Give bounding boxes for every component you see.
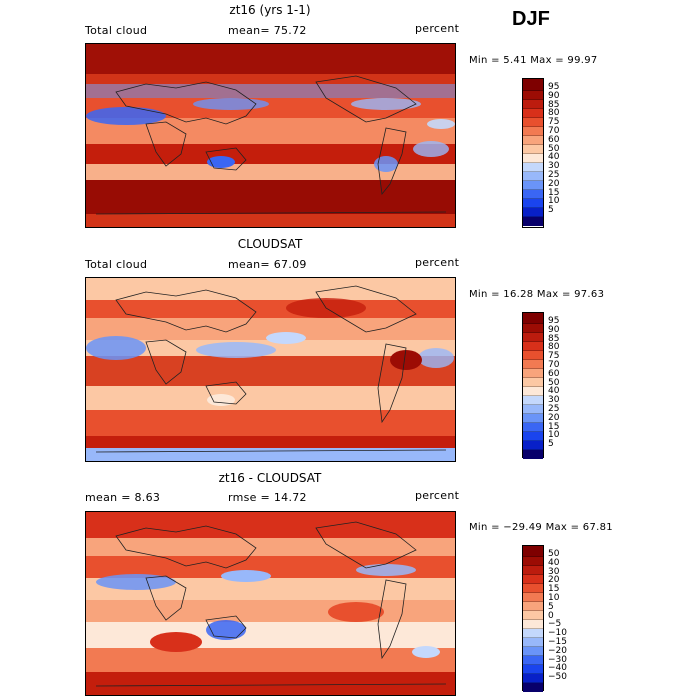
colorbar-tick: 30 [548, 395, 560, 406]
colorbar-tick: 40 [548, 386, 560, 397]
colorbar-tick: −40 [548, 663, 567, 674]
colorbar-tick: 15 [548, 421, 560, 432]
colorbar-tick: −5 [548, 619, 562, 630]
colorbar-tick: 25 [548, 403, 560, 414]
panel2-colorbar-ticks: 95 90 85 80 75 70 60 50 40 30 25 20 15 1… [548, 317, 559, 449]
colorbar-tick: 20 [548, 412, 560, 423]
season-label: DJF [512, 8, 550, 30]
colorbar-tick: −20 [548, 645, 567, 656]
colorbar-tick: 10 [548, 592, 560, 603]
panel1-mean-label: mean= 75.72 [228, 24, 307, 37]
panel1-colorbar-ticks: 95 90 85 80 75 70 60 50 40 30 25 20 15 1… [548, 83, 559, 215]
panel1-variable-label: Total cloud [85, 24, 148, 37]
colorbar-tick: 5 [548, 205, 554, 216]
colorbar-tick: 75 [548, 117, 560, 128]
colorbar-tick: −50 [548, 672, 567, 683]
panel2-colorbar [522, 312, 544, 459]
colorbar-tick: −30 [548, 654, 567, 665]
colorbar-tick: 50 [548, 143, 560, 154]
colorbar-tick: 10 [548, 430, 560, 441]
panel2-map [85, 277, 456, 462]
colorbar-tick: 70 [548, 359, 560, 370]
panel2-title: CLOUDSAT [237, 237, 303, 251]
colorbar-tick: 5 [548, 439, 554, 450]
panel3-minmax: Min = −29.49 Max = 67.81 [469, 522, 613, 533]
colorbar-tick: 75 [548, 351, 560, 362]
panel1-units-label: percent [415, 22, 460, 35]
panel2-minmax: Min = 16.28 Max = 97.63 [469, 289, 605, 300]
colorbar-tick: 50 [548, 377, 560, 388]
colorbar-tick: 90 [548, 324, 560, 335]
colorbar-tick: 85 [548, 99, 560, 110]
panel2-units-label: percent [415, 256, 460, 269]
panel1-minmax: Min = 5.41 Max = 99.97 [469, 55, 598, 66]
colorbar-tick: 25 [548, 169, 560, 180]
panel3-rmse-label: rmse = 14.72 [228, 491, 307, 504]
panel3-mean-label: mean = 8.63 [85, 491, 161, 504]
colorbar-tick: 70 [548, 125, 560, 136]
panel3-title: zt16 - CLOUDSAT [218, 471, 322, 485]
colorbar-tick: 60 [548, 368, 560, 379]
colorbar-tick: 5 [548, 601, 554, 612]
colorbar-tick: 80 [548, 108, 560, 119]
colorbar-tick: 85 [548, 333, 560, 344]
colorbar-tick: 0 [548, 610, 554, 621]
panel1-colorbar [522, 78, 544, 228]
panel1-title: zt16 (yrs 1-1) [229, 3, 311, 17]
panel1-map [85, 43, 456, 228]
panel2-mean-label: mean= 67.09 [228, 258, 307, 271]
colorbar-tick: −15 [548, 636, 567, 647]
panel3-map [85, 511, 456, 696]
colorbar-tick: −10 [548, 628, 567, 639]
panel2-variable-label: Total cloud [85, 258, 148, 271]
panel3-units-label: percent [415, 489, 460, 502]
colorbar-tick: 30 [548, 566, 560, 577]
colorbar-tick: 20 [548, 575, 560, 586]
colorbar-tick: 50 [548, 549, 560, 559]
panel3-colorbar [522, 545, 544, 692]
colorbar-tick: 40 [548, 557, 560, 568]
panel3-colorbar-ticks: 50 40 30 20 15 10 5 0 −5 −10 −15 −20 −30… [548, 550, 567, 682]
colorbar-tick: 15 [548, 584, 560, 595]
colorbar-tick: 95 [548, 82, 560, 92]
colorbar-tick: 90 [548, 90, 560, 101]
colorbar-tick: 80 [548, 342, 560, 353]
colorbar-tick: 30 [548, 161, 560, 172]
colorbar-tick: 20 [548, 178, 560, 189]
colorbar-tick: 40 [548, 152, 560, 163]
colorbar-tick: 15 [548, 187, 560, 198]
colorbar-tick: 10 [548, 196, 560, 207]
colorbar-tick: 95 [548, 316, 560, 326]
colorbar-tick: 60 [548, 134, 560, 145]
